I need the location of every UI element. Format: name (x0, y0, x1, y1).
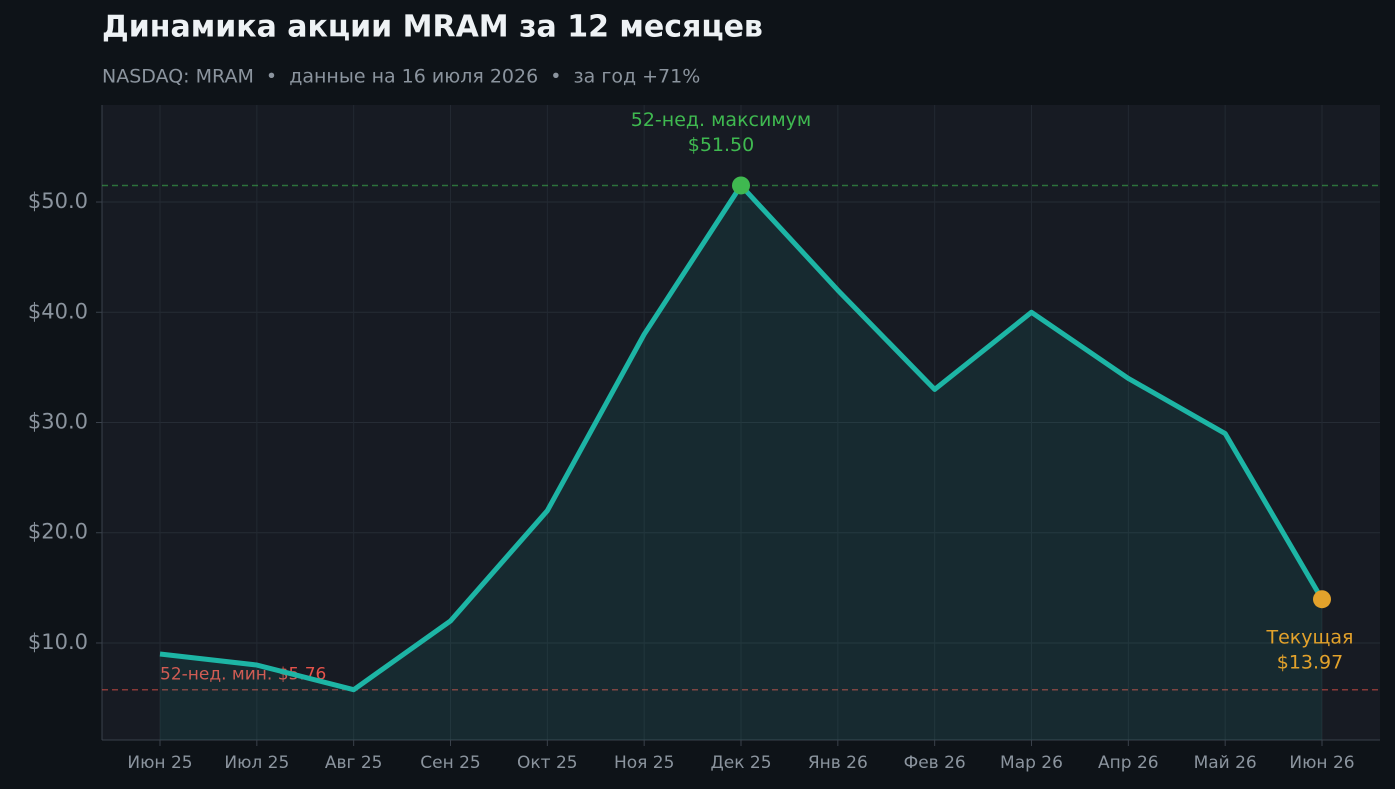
x-tick-label: Сен 25 (420, 753, 480, 773)
y-tick-label: $50.0 (28, 189, 88, 213)
y-tick-label: $30.0 (28, 410, 88, 434)
x-tick-label: Июл 25 (224, 753, 289, 773)
y-tick-label: $20.0 (28, 520, 88, 544)
marker-label: $13.97 (1277, 652, 1343, 674)
x-tick-label: Дек 25 (710, 753, 771, 773)
marker (1313, 590, 1331, 609)
chart-title: Динамика акции MRAM за 12 месяцев (102, 10, 763, 45)
x-tick-label: Авг 25 (325, 753, 383, 773)
x-tick-label: Окт 25 (517, 753, 578, 773)
marker-label: Текущая (1266, 627, 1354, 649)
x-tick-label: Фев 26 (904, 753, 966, 773)
area (160, 185, 1322, 741)
y-tick-label: $40.0 (28, 299, 88, 323)
x-tick-label: Июн 25 (127, 753, 192, 773)
chart-subtitle: NASDAQ: MRAM • данные на 16 июля 2026 • … (102, 66, 700, 88)
marker (732, 176, 750, 195)
x-tick-label: Мар 26 (1000, 753, 1063, 773)
x-tick-label: Апр 26 (1098, 753, 1159, 773)
x-tick-label: Ноя 25 (614, 753, 674, 773)
x-tick-label: Янв 26 (808, 753, 868, 773)
marker-label: 52-нед. максимум (631, 109, 812, 131)
x-tick-label: Июн 26 (1289, 753, 1354, 773)
y-tick-label: $10.0 (28, 630, 88, 654)
marker-label: $51.50 (688, 134, 754, 156)
x-tick-label: Май 26 (1194, 753, 1257, 773)
